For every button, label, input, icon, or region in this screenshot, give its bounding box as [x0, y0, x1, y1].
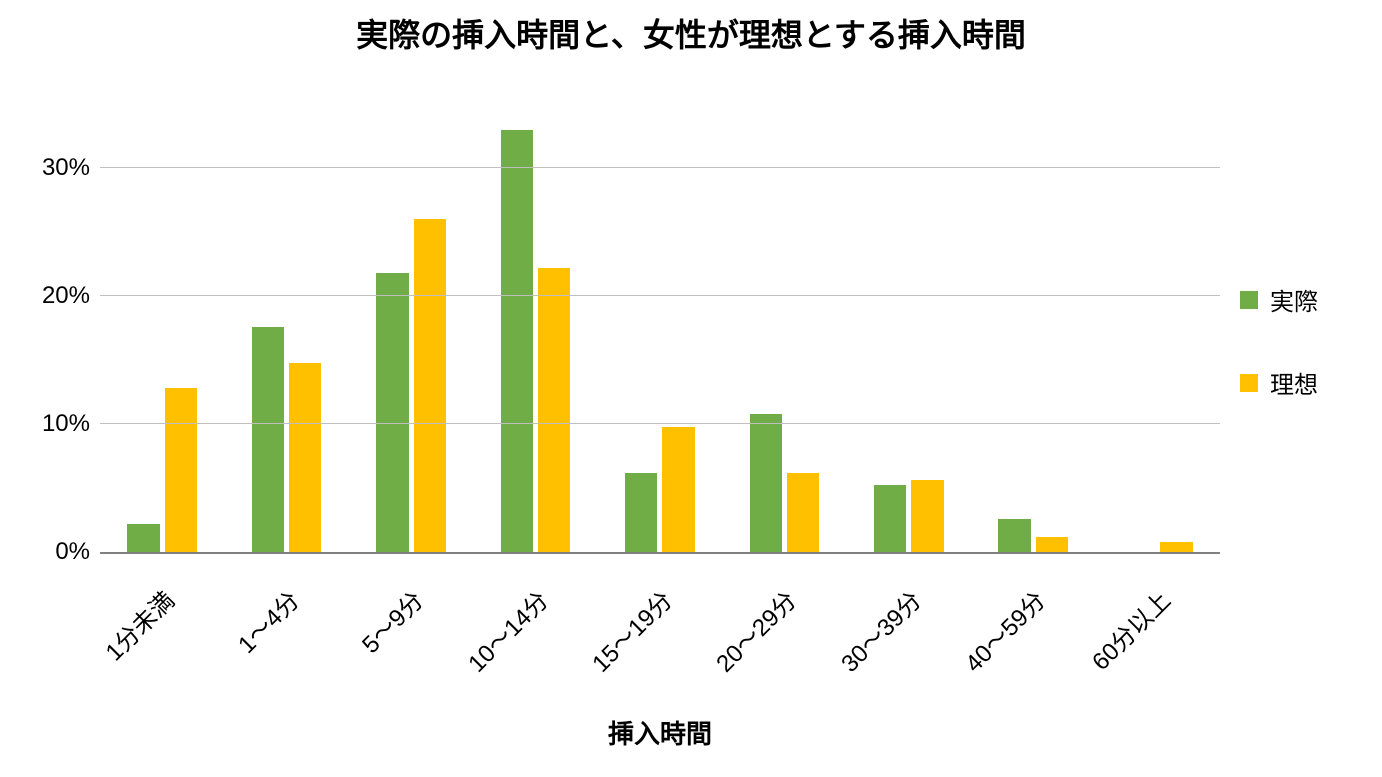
bar-理想	[414, 219, 446, 552]
bar-理想	[538, 268, 570, 552]
bar-group: 10～14分	[473, 104, 597, 552]
chart-title: 実際の挿入時間と、女性が理想とする挿入時間	[0, 10, 1382, 56]
x-axis-title: 挿入時間	[100, 714, 1220, 751]
plot-area: 1分未満1～4分5～9分10～14分15～19分20～29分30～39分40～5…	[100, 104, 1220, 554]
bar-理想	[165, 388, 197, 552]
bar-実際	[750, 414, 782, 552]
legend-item: 理想	[1240, 365, 1318, 400]
legend-label: 理想	[1270, 365, 1318, 400]
ytick-label: 0%	[55, 538, 100, 566]
bar-実際	[998, 519, 1030, 552]
bars-layer: 1分未満1～4分5～9分10～14分15～19分20～29分30～39分40～5…	[100, 104, 1220, 552]
legend-label: 実際	[1270, 282, 1318, 317]
xtick-label: 60分以上	[1152, 512, 1247, 607]
bar-group: 15～19分	[598, 104, 722, 552]
bar-理想	[787, 473, 819, 552]
ytick-label: 20%	[42, 282, 100, 310]
bar-理想	[662, 427, 694, 552]
bar-理想	[289, 363, 321, 552]
legend-swatch	[1240, 291, 1258, 309]
chart-container: 実際の挿入時間と、女性が理想とする挿入時間 1分未満1～4分5～9分10～14分…	[0, 0, 1382, 777]
bar-実際	[127, 524, 159, 552]
legend: 実際理想	[1240, 282, 1318, 400]
bar-group: 60分以上	[1096, 104, 1220, 552]
bar-group: 20～29分	[722, 104, 846, 552]
legend-item: 実際	[1240, 282, 1318, 317]
bar-実際	[376, 273, 408, 552]
bar-group: 5～9分	[349, 104, 473, 552]
gridline	[100, 167, 1220, 168]
bar-実際	[252, 327, 284, 552]
bar-実際	[625, 473, 657, 552]
bar-group: 1～4分	[224, 104, 348, 552]
ytick-label: 10%	[42, 410, 100, 438]
bar-group: 1分未満	[100, 104, 224, 552]
gridline	[100, 423, 1220, 424]
bar-実際	[874, 485, 906, 552]
bar-group: 40～59分	[971, 104, 1095, 552]
gridline	[100, 295, 1220, 296]
legend-swatch	[1240, 374, 1258, 392]
ytick-label: 30%	[42, 154, 100, 182]
bar-group: 30～39分	[847, 104, 971, 552]
bar-理想	[911, 480, 943, 552]
bar-実際	[501, 130, 533, 552]
